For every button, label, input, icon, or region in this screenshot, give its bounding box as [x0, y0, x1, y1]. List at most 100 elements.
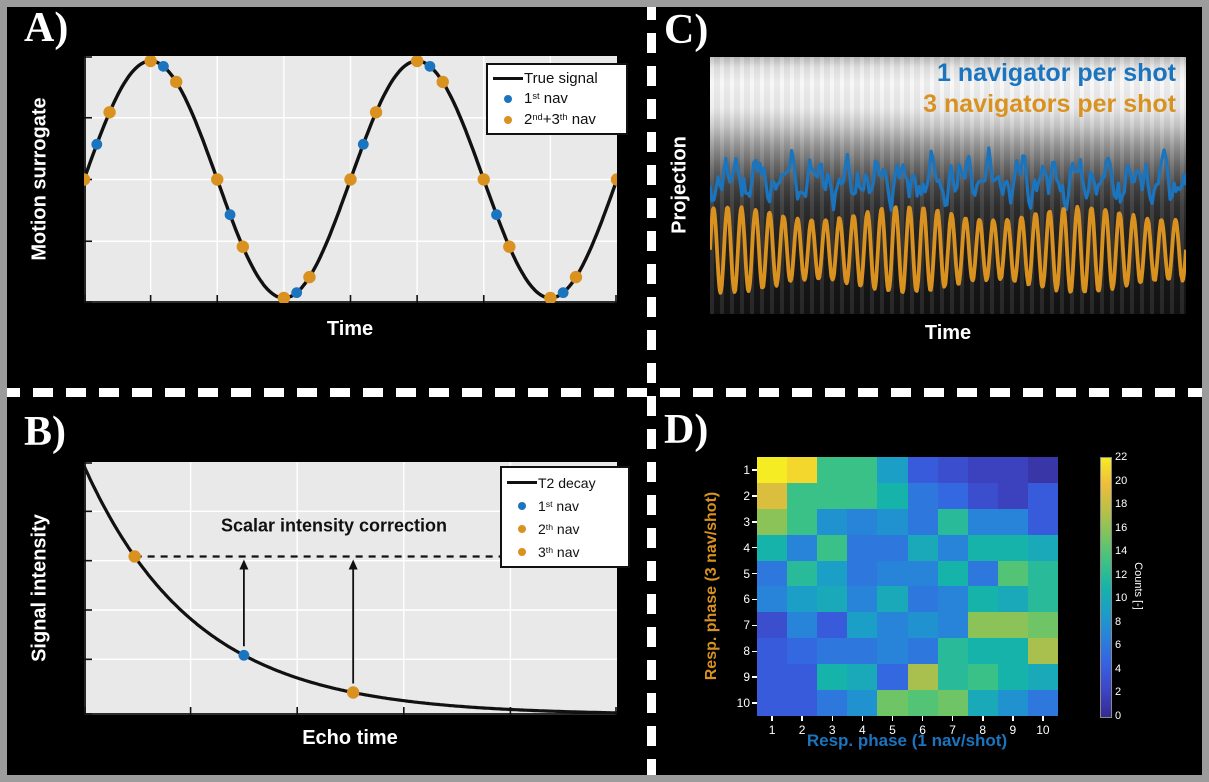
panel-c-traces — [710, 146, 1186, 295]
heatmap-cell — [757, 664, 788, 691]
line-marker — [507, 481, 537, 484]
panel-label-d: D) — [664, 407, 709, 453]
heatmap-cell — [757, 560, 788, 587]
heatmap-cell — [877, 586, 908, 613]
superscript-text: th — [545, 521, 554, 532]
heatmap-cell — [967, 508, 998, 535]
d-xtick-label: 4 — [859, 723, 866, 737]
heatmap-cell — [787, 586, 818, 613]
legend-item: 1st nav — [506, 498, 622, 514]
divider-horizontal-dashed — [0, 388, 1209, 397]
heatmap-cell — [817, 560, 848, 587]
heatmap-cell — [997, 586, 1028, 613]
label-text: True signal — [524, 69, 598, 87]
heatmap-cell — [817, 586, 848, 613]
heatmap-cell — [967, 586, 998, 613]
heatmap-cell — [997, 664, 1028, 691]
panel-c-xlabel: Time — [924, 322, 972, 344]
heatmap-cell — [1027, 508, 1058, 535]
heatmap-cell — [817, 664, 848, 691]
panel-label-a: A) — [24, 5, 69, 51]
panel-d-heatmap — [757, 457, 1058, 716]
panel-a-xlabel: Time — [326, 318, 374, 340]
heatmap-cell — [877, 612, 908, 639]
label-text: 1 — [538, 497, 546, 514]
heatmap-cell — [757, 612, 788, 639]
d-ytick-label: 10 — [736, 696, 750, 711]
d-ytick-label: 4 — [743, 540, 750, 555]
panel-d-xlabel: Resp. phase (1 nav/shot) — [806, 731, 1008, 750]
heatmap-cell — [847, 560, 878, 587]
heatmap-cell — [877, 638, 908, 665]
legend-label: 2nd+3th nav — [524, 111, 596, 128]
d-colorbar-tick-label: 10 — [1115, 592, 1128, 605]
heatmap-cell — [937, 612, 968, 639]
heatmap-cell — [967, 638, 998, 665]
panel-b-chart — [84, 462, 617, 715]
heatmap-cell — [907, 586, 938, 613]
panel-b-xlabel: Echo time — [302, 727, 398, 749]
heatmap-cell — [847, 482, 878, 509]
d-xtick-label: 1 — [768, 723, 776, 737]
heatmap-cell — [817, 612, 848, 639]
legend-item: 1st nav — [492, 90, 620, 107]
d-ytick-label: 6 — [743, 592, 750, 607]
label-text: nav — [552, 497, 580, 514]
d-ytick-label: 5 — [743, 566, 750, 581]
d-ytick-label: 7 — [743, 618, 750, 633]
d-colorbar-tick-label: 18 — [1115, 498, 1128, 511]
heatmap-cell — [937, 508, 968, 535]
heatmap-cell — [907, 690, 938, 716]
d-xtick-mark — [801, 716, 803, 721]
heatmap-cell — [937, 534, 968, 561]
panel-c-annot-3nav: 3 navigators per shot — [923, 90, 1176, 118]
d-colorbar-tick-label: 12 — [1115, 568, 1128, 581]
legend-item: 2nd+3th nav — [492, 111, 620, 128]
d-colorbar-tick-label: 8 — [1115, 615, 1122, 628]
d-ytick-mark — [752, 702, 757, 704]
heatmap-cell — [877, 482, 908, 509]
label-text: 1 — [524, 90, 533, 108]
legend-label: T2 decay — [538, 475, 596, 491]
heatmap-cell — [877, 508, 908, 535]
panel-b-annotation: Scalar intensity correction — [220, 515, 448, 536]
legend-dot-swatch — [506, 524, 538, 533]
label-text: T2 decay — [538, 474, 596, 491]
d-colorbar-tick-label: 16 — [1115, 521, 1128, 534]
panel-a-ylabel: Motion surrogate — [28, 97, 51, 261]
d-colorbar-tick-label: 2 — [1115, 686, 1122, 699]
panel-a-chart — [84, 56, 617, 303]
heatmap-cell — [787, 612, 818, 639]
panel-b-ylabel: Signal intensity — [28, 514, 51, 662]
d-colorbar-tick-label: 4 — [1115, 662, 1122, 675]
dot-marker — [504, 94, 512, 103]
dot-marker — [518, 524, 526, 533]
superscript-text: st — [532, 91, 540, 102]
heatmap-cell — [757, 457, 788, 483]
heatmap-cell — [847, 638, 878, 665]
d-xtick-label: 8 — [979, 723, 987, 737]
panel-label-b: B) — [24, 409, 66, 455]
d-xtick-label: 10 — [1036, 723, 1050, 737]
d-ytick-mark — [752, 495, 757, 497]
panel-d-colorbar — [1100, 457, 1112, 718]
superscript-text: th — [559, 111, 568, 122]
d-xtick-mark — [1012, 716, 1014, 721]
heatmap-cell — [787, 664, 818, 691]
superscript-text: nd — [532, 111, 543, 122]
legend-item: 2th nav — [506, 521, 622, 537]
heatmap-cell — [877, 560, 908, 587]
heatmap-cell — [757, 482, 788, 509]
heatmap-cell — [877, 534, 908, 561]
d-xtick-mark — [982, 716, 984, 721]
label-text: nav — [553, 520, 580, 537]
heatmap-cell — [1027, 457, 1058, 483]
d-ytick-mark — [752, 598, 757, 601]
heatmap-cell — [817, 482, 848, 509]
d-xtick-mark — [891, 716, 894, 721]
d-xtick-label: 6 — [919, 723, 926, 737]
heatmap-cell — [997, 482, 1028, 509]
dot-marker — [518, 501, 526, 510]
heatmap-cell — [997, 638, 1028, 665]
